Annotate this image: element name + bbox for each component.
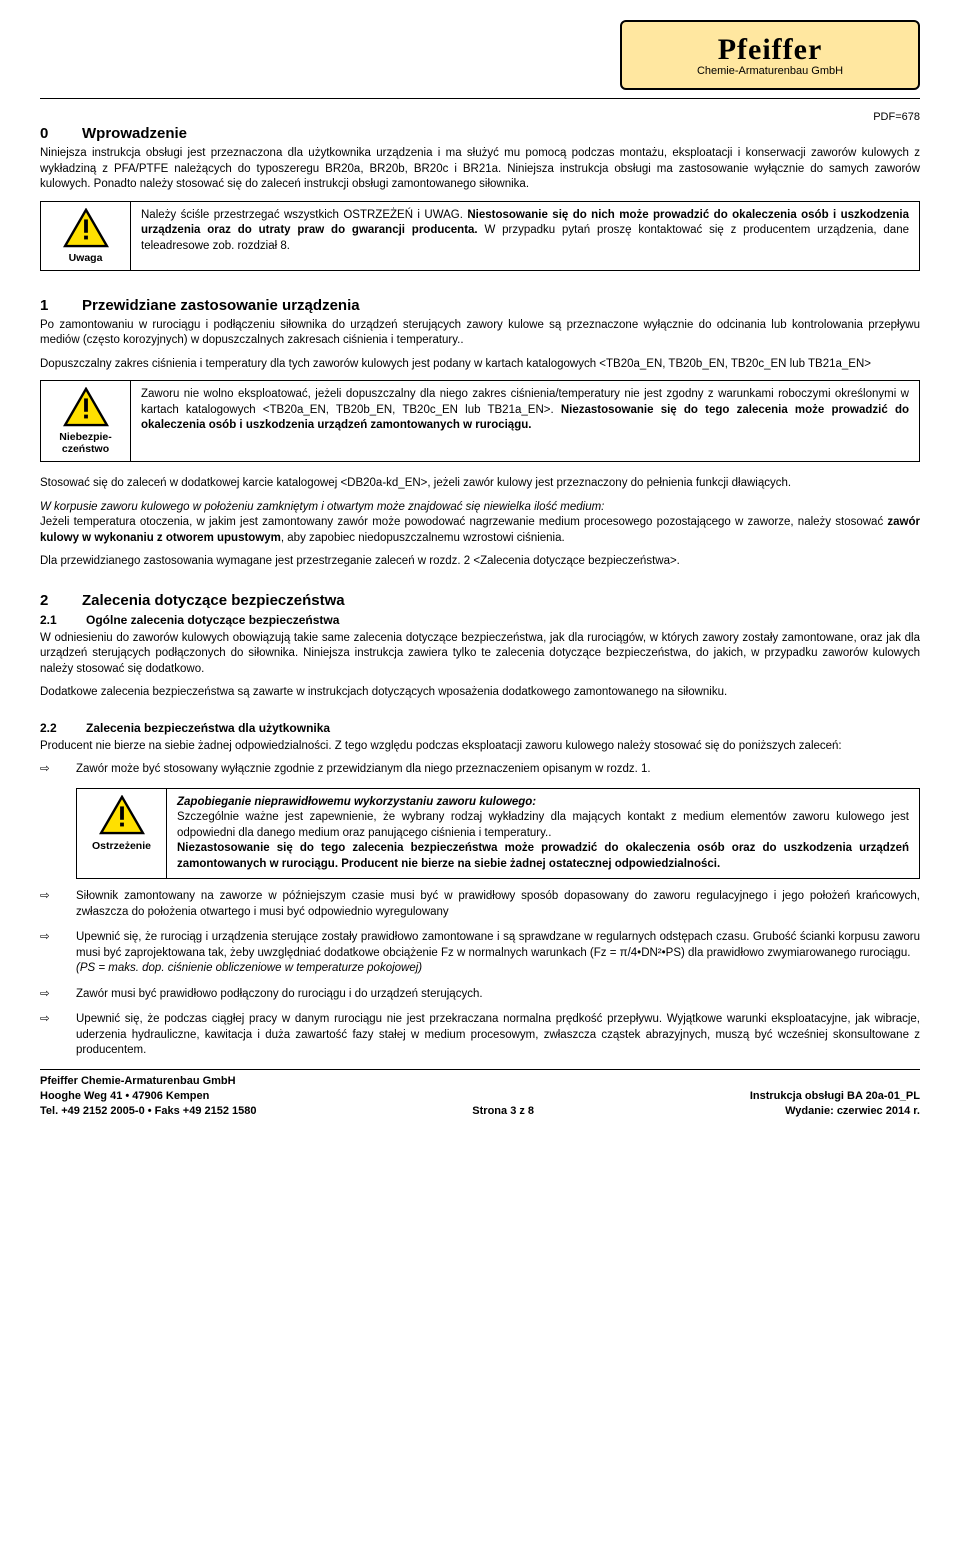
arrow-item-6: ⇨ Upewnić się, że podczas ciągłej pracy …: [40, 1012, 920, 1059]
ost-text: Zapobieganie nieprawidłowemu wykorzystan…: [167, 789, 919, 879]
arrow-icon: ⇨: [40, 930, 58, 977]
header: Pfeiffer Chemie-Armaturenbau GmbH: [40, 20, 920, 90]
warning-icon: [63, 387, 109, 427]
footer-c: Strona 3 z 8: [472, 1105, 534, 1117]
uwaga-text: Należy ściśle przestrzegać wszystkich OS…: [131, 201, 920, 270]
section-0-title: Wprowadzenie: [82, 125, 187, 142]
sec2-p1: W odniesieniu do zaworów kulowych obowią…: [40, 631, 920, 678]
ostrzezenie-box: Ostrzeżenie Zapobieganie nieprawidłowemu…: [76, 788, 920, 880]
section-2-1-num: 2.1: [40, 613, 68, 627]
niebez-label: Niebezpie- czeństwo: [45, 431, 126, 455]
section-1-heading: 1 Przewidziane zastosowanie urządzenia: [40, 297, 920, 314]
footer-l1: Pfeiffer Chemie-Armaturenbau GmbH: [40, 1075, 236, 1087]
niebez-icon-cell: Niebezpie- czeństwo: [41, 381, 131, 462]
ost-h: Zapobieganie nieprawidłowemu wykorzystan…: [177, 796, 536, 808]
footer-l2: Hooghe Weg 41 • 47906 Kempen: [40, 1090, 209, 1102]
warning-icon: [99, 795, 145, 835]
niebez-box: Niebezpie- czeństwo Zaworu nie wolno eks…: [40, 380, 920, 462]
sec1-p4-end: , aby zapobiec niedopuszczalnemu wzrosto…: [281, 532, 565, 544]
footer-r2: Wydanie: czerwiec 2014 r.: [785, 1105, 920, 1117]
arrow-icon: [40, 788, 58, 880]
arrow-1-text: Zawór może być stosowany wyłącznie zgodn…: [76, 762, 920, 778]
section-2-2-title: Zalecenia bezpieczeństwa dla użytkownika: [86, 721, 330, 735]
sec1-p4-it: W korpusie zaworu kulowego w położeniu z…: [40, 501, 604, 513]
arrow-icon: ⇨: [40, 889, 58, 920]
arrow-icon: ⇨: [40, 762, 58, 778]
arrow-item-2: Ostrzeżenie Zapobieganie nieprawidłowemu…: [40, 788, 920, 880]
niebez-text: Zaworu nie wolno eksploatować, jeżeli do…: [131, 381, 920, 462]
sec2-p2: Dodatkowe zalecenia bezpieczeństwa są za…: [40, 685, 920, 701]
arrow-5-text: Zawór musi być prawidłowo podłączony do …: [76, 987, 920, 1003]
uwaga-label: Uwaga: [45, 252, 126, 264]
arrow-3-text: Siłownik zamontowany na zaworze w późnie…: [76, 889, 920, 920]
arrow-4-1: Upewnić się, że rurociąg i urządzenia st…: [76, 931, 920, 959]
footer-rule: [40, 1069, 920, 1070]
arrow-4-text: Upewnić się, że rurociąg i urządzenia st…: [76, 930, 920, 977]
arrow-list: ⇨ Zawór może być stosowany wyłącznie zgo…: [40, 762, 920, 1059]
section-2-1-heading: 2.1 Ogólne zalecenia dotyczące bezpiecze…: [40, 613, 920, 627]
arrow-4-2: (PS = maks. dop. ciśnienie obliczeniowe …: [76, 962, 422, 974]
header-rule: [40, 98, 920, 99]
sec1-p4: W korpusie zaworu kulowego w położeniu z…: [40, 500, 920, 547]
pdf-id: PDF=678: [40, 111, 920, 123]
logo-main: Pfeiffer: [718, 33, 823, 67]
arrow-icon: ⇨: [40, 987, 58, 1003]
section-0-para: Niniejsza instrukcja obsługi jest przezn…: [40, 146, 920, 193]
footer: Pfeiffer Chemie-Armaturenbau GmbH Hooghe…: [40, 1074, 920, 1119]
arrow-icon: ⇨: [40, 1012, 58, 1059]
ost-t2: Niezastosowanie się do tego zalecenia be…: [177, 842, 909, 870]
footer-r1: Instrukcja obsługi BA 20a-01_PL: [750, 1090, 920, 1102]
uwaga-icon-cell: Uwaga: [41, 201, 131, 270]
footer-left: Pfeiffer Chemie-Armaturenbau GmbH Hooghe…: [40, 1074, 257, 1119]
ost-label: Ostrzeżenie: [81, 839, 162, 853]
arrow-item-5: ⇨ Zawór musi być prawidłowo podłączony d…: [40, 987, 920, 1003]
section-2-title: Zalecenia dotyczące bezpieczeństwa: [82, 592, 345, 609]
arrow-item-4: ⇨ Upewnić się, że rurociąg i urządzenia …: [40, 930, 920, 977]
arrow-6-text: Upewnić się, że podczas ciągłej pracy w …: [76, 1012, 920, 1059]
sec1-p5: Dla przewidzianego zastosowania wymagane…: [40, 554, 920, 570]
footer-center: Strona 3 z 8: [472, 1104, 534, 1119]
logo-sub: Chemie-Armaturenbau GmbH: [697, 65, 843, 77]
section-0-num: 0: [40, 125, 58, 142]
section-1-title: Przewidziane zastosowanie urządzenia: [82, 297, 360, 314]
sec1-p2: Dopuszczalny zakres ciśnienia i temperat…: [40, 357, 920, 373]
arrow-item-1: ⇨ Zawór może być stosowany wyłącznie zgo…: [40, 762, 920, 778]
sec1-p3: Stosować się do zaleceń w dodatkowej kar…: [40, 476, 920, 492]
uwaga-text-pre: Należy ściśle przestrzegać wszystkich OS…: [141, 209, 467, 221]
uwaga-box: Uwaga Należy ściśle przestrzegać wszystk…: [40, 201, 920, 271]
logo: Pfeiffer Chemie-Armaturenbau GmbH: [620, 20, 920, 90]
section-0-heading: 0 Wprowadzenie: [40, 125, 920, 142]
ost-t1: Szczególnie ważne jest zapewnienie, że w…: [177, 811, 909, 839]
warning-icon: [63, 208, 109, 248]
section-1-num: 1: [40, 297, 58, 314]
section-2-1-title: Ogólne zalecenia dotyczące bezpieczeństw…: [86, 613, 339, 627]
sec1-p4-rest: Jeżeli temperatura otoczenia, w jakim je…: [40, 516, 887, 528]
arrow-item-3: ⇨ Siłownik zamontowany na zaworze w późn…: [40, 889, 920, 920]
sec2-p3: Producent nie bierze na siebie żadnej od…: [40, 739, 920, 755]
section-2-heading: 2 Zalecenia dotyczące bezpieczeństwa: [40, 592, 920, 609]
section-2-2-num: 2.2: [40, 721, 68, 735]
footer-right: Instrukcja obsługi BA 20a-01_PL Wydanie:…: [750, 1074, 920, 1119]
footer-l3: Tel. +49 2152 2005-0 • Faks +49 2152 158…: [40, 1105, 257, 1117]
section-2-2-heading: 2.2 Zalecenia bezpieczeństwa dla użytkow…: [40, 721, 920, 735]
ost-icon-cell: Ostrzeżenie: [77, 789, 167, 879]
sec1-p1: Po zamontowaniu w rurociągu i podłączeni…: [40, 318, 920, 349]
section-2-num: 2: [40, 592, 58, 609]
